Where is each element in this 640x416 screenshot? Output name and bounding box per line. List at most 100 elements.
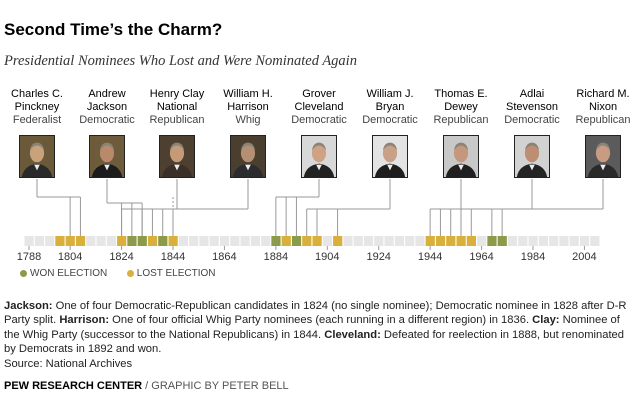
timeline-track-cell — [590, 236, 600, 246]
candidate-name: Harrison — [227, 101, 269, 113]
legend-swatch-won — [20, 270, 27, 277]
timeline-track-cell — [405, 236, 415, 246]
timeline-track-cell — [189, 236, 199, 246]
tick-label-1904: 1904 — [315, 251, 340, 263]
timeline — [24, 179, 604, 250]
tick-label-1924: 1924 — [366, 251, 391, 263]
timeline-track-cell — [343, 236, 353, 246]
election-cell-1888 — [281, 236, 291, 246]
timeline-track-cell — [240, 236, 250, 246]
election-cell-1832 — [137, 236, 147, 246]
candidate-name: Charles C. — [11, 88, 63, 100]
timeline-track-cell — [569, 236, 579, 246]
connector-1 — [36, 179, 81, 236]
tick-label-1844: 1844 — [160, 251, 186, 263]
tick-label-1884: 1884 — [263, 251, 289, 263]
connector-3 — [121, 179, 178, 236]
candidate-name: Nixon — [588, 101, 618, 113]
timeline-track-cell — [209, 236, 219, 246]
candidate-label: Richard M. Nixon Republican — [563, 88, 640, 127]
candidate-portrait — [585, 135, 621, 178]
candidate-name: Pinckney — [14, 101, 60, 113]
election-cell-1892 — [291, 236, 302, 246]
note-cleveland-text: Defeated for reelection in 1888, but ren… — [4, 328, 625, 356]
tick-label-2004: 2004 — [572, 251, 597, 263]
candidate-label: William H. Harrison Whig — [208, 88, 288, 127]
timeline-track-cell — [322, 236, 332, 246]
timeline-track-cell — [538, 236, 548, 246]
candidate-name: Richard M. — [576, 88, 630, 100]
notes: Jackson: One of four Democratic-Republic… — [4, 299, 634, 371]
election-cell-1836 — [147, 236, 158, 246]
election-cell-1808 — [75, 236, 86, 246]
candidate-party: Democratic — [291, 114, 347, 126]
connector-6 — [306, 179, 391, 236]
legend-swatch-lost — [126, 270, 134, 277]
candidate-name: Dewey — [444, 101, 478, 113]
connector-2 — [106, 179, 143, 236]
timeline-track-cell — [34, 236, 44, 246]
election-cell-1944 — [425, 236, 435, 246]
legend-label-lost: LOST ELECTION — [136, 268, 216, 279]
candidate-portrait — [89, 135, 125, 178]
candidate-name: National — [156, 101, 198, 113]
candidate-name: Jackson — [86, 101, 128, 113]
candidate-portrait — [19, 135, 55, 178]
candidate-party: Democratic — [504, 114, 560, 126]
credit-byline: / GRAPHIC BY PETER BELL — [142, 380, 289, 392]
timeline-track-cell — [261, 236, 271, 246]
legend-label-won: WON ELECTION — [30, 268, 108, 279]
candidate-name: Thomas E. — [434, 88, 488, 100]
timeline-track-cell — [24, 236, 34, 246]
timeline-track-cell — [549, 236, 559, 246]
candidate-portrait — [301, 135, 337, 178]
candidate-portrait — [443, 135, 479, 178]
tick-label-1944: 1944 — [417, 251, 443, 263]
election-cell-1948 — [435, 236, 446, 246]
candidate-name: Stevenson — [506, 101, 558, 113]
timeline-track-cell — [219, 236, 230, 246]
candidate-name: Bryan — [375, 101, 405, 113]
candidate-label: Grover Cleveland Democratic — [279, 88, 359, 127]
candidate-portrait — [159, 135, 195, 178]
election-cell-1908 — [333, 236, 343, 246]
election-cell-1824 — [117, 236, 127, 246]
timeline-track-cell — [96, 236, 106, 246]
candidate-party: Whig — [235, 114, 261, 126]
candidate-party: Democratic — [362, 114, 418, 126]
candidate-party: Federalist — [12, 114, 62, 126]
timeline-track-cell — [394, 236, 404, 246]
connector-5 — [275, 179, 320, 236]
note-cleveland-label: Cleveland: — [324, 328, 381, 341]
candidate-party: Republican — [433, 114, 489, 126]
election-cell-1900 — [312, 236, 322, 246]
candidate-name: William H. — [223, 88, 273, 100]
candidate-portrait — [514, 135, 550, 178]
candidate-name: Cleveland — [294, 101, 344, 113]
timeline-track-cell — [507, 236, 518, 246]
candidate-label: William J. Bryan Democratic — [350, 88, 430, 127]
candidate-label: Henry Clay National Republican — [137, 88, 217, 127]
candidate-name: Adlai — [519, 88, 545, 100]
connector-4 — [151, 179, 249, 236]
tick-label-1964: 1964 — [469, 251, 494, 263]
candidate-name: Andrew — [88, 88, 126, 100]
election-cell-1952 — [446, 236, 456, 246]
timeline-track-cell — [518, 236, 528, 246]
timeline-track-cell — [528, 236, 538, 246]
timeline-track-cell — [353, 236, 363, 246]
timeline-track-cell — [230, 236, 240, 246]
credit-line: PEW RESEARCH CENTER / GRAPHIC BY PETER B… — [4, 380, 289, 392]
candidate-label: Thomas E. Dewey Republican — [421, 88, 501, 127]
timeline-track-cell — [45, 236, 55, 246]
note-jackson-text: One of four Democratic-Republican candid… — [4, 300, 627, 327]
timeline-track-cell — [106, 236, 116, 246]
election-cell-1968 — [487, 236, 497, 246]
candidate-label: Andrew Jackson Democratic — [67, 88, 147, 127]
candidate-name: Henry Clay — [149, 88, 205, 100]
note-jackson-label: Jackson: — [4, 300, 53, 312]
legend: WON ELECTION LOST ELECTION — [20, 268, 216, 279]
note-clay-label: Clay: — [532, 314, 560, 327]
chart-title: Second Time’s the Charm? — [4, 20, 223, 39]
